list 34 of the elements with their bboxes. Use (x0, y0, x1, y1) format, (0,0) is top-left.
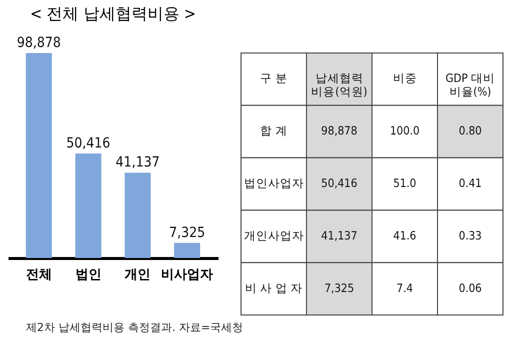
text: 41.6 (393, 228, 416, 242)
x-tick-label: 비사업자 (161, 268, 214, 282)
data-label: 98,878 (16, 35, 61, 51)
bar (124, 172, 151, 258)
x-tick-label: 개인 (124, 268, 151, 282)
text: 비 사 업 자 (244, 280, 303, 295)
text: 7.4 (396, 280, 413, 295)
text: 0.33 (458, 228, 482, 242)
text: 51.0 (393, 176, 416, 190)
data-label: 41,137 (116, 154, 160, 171)
text: 개인사업자 (244, 228, 304, 242)
text: 법인사업자 (244, 176, 304, 190)
data-label: 7,325 (169, 224, 206, 241)
text: 구 분 (260, 71, 288, 86)
text: 41,137 (321, 228, 358, 242)
chart-title: < 전체 납세협력비용 > (30, 4, 196, 23)
bar (26, 53, 52, 258)
data-label: 50,416 (66, 135, 110, 152)
text: 100.0 (390, 124, 420, 138)
text: 0.41 (458, 176, 482, 190)
text: 7,325 (324, 280, 354, 295)
text: 0.80 (458, 124, 482, 138)
text: 0.06 (458, 280, 482, 295)
text: 98,878 (321, 124, 358, 138)
text: 50,416 (321, 176, 358, 190)
text: 비중 (392, 71, 417, 86)
text: 합 계 (260, 124, 288, 138)
bar (75, 153, 102, 258)
x-tick-label: 전체 (26, 268, 52, 282)
x-tick-label: 법인 (75, 268, 102, 282)
text: 제2차 납세협력비용 측정결과. 자료=국세청 (26, 320, 244, 335)
bar (174, 242, 200, 258)
text: 납세협력 비용(억원) (311, 71, 368, 99)
text: GDP 대비 비율(%) (445, 71, 496, 99)
